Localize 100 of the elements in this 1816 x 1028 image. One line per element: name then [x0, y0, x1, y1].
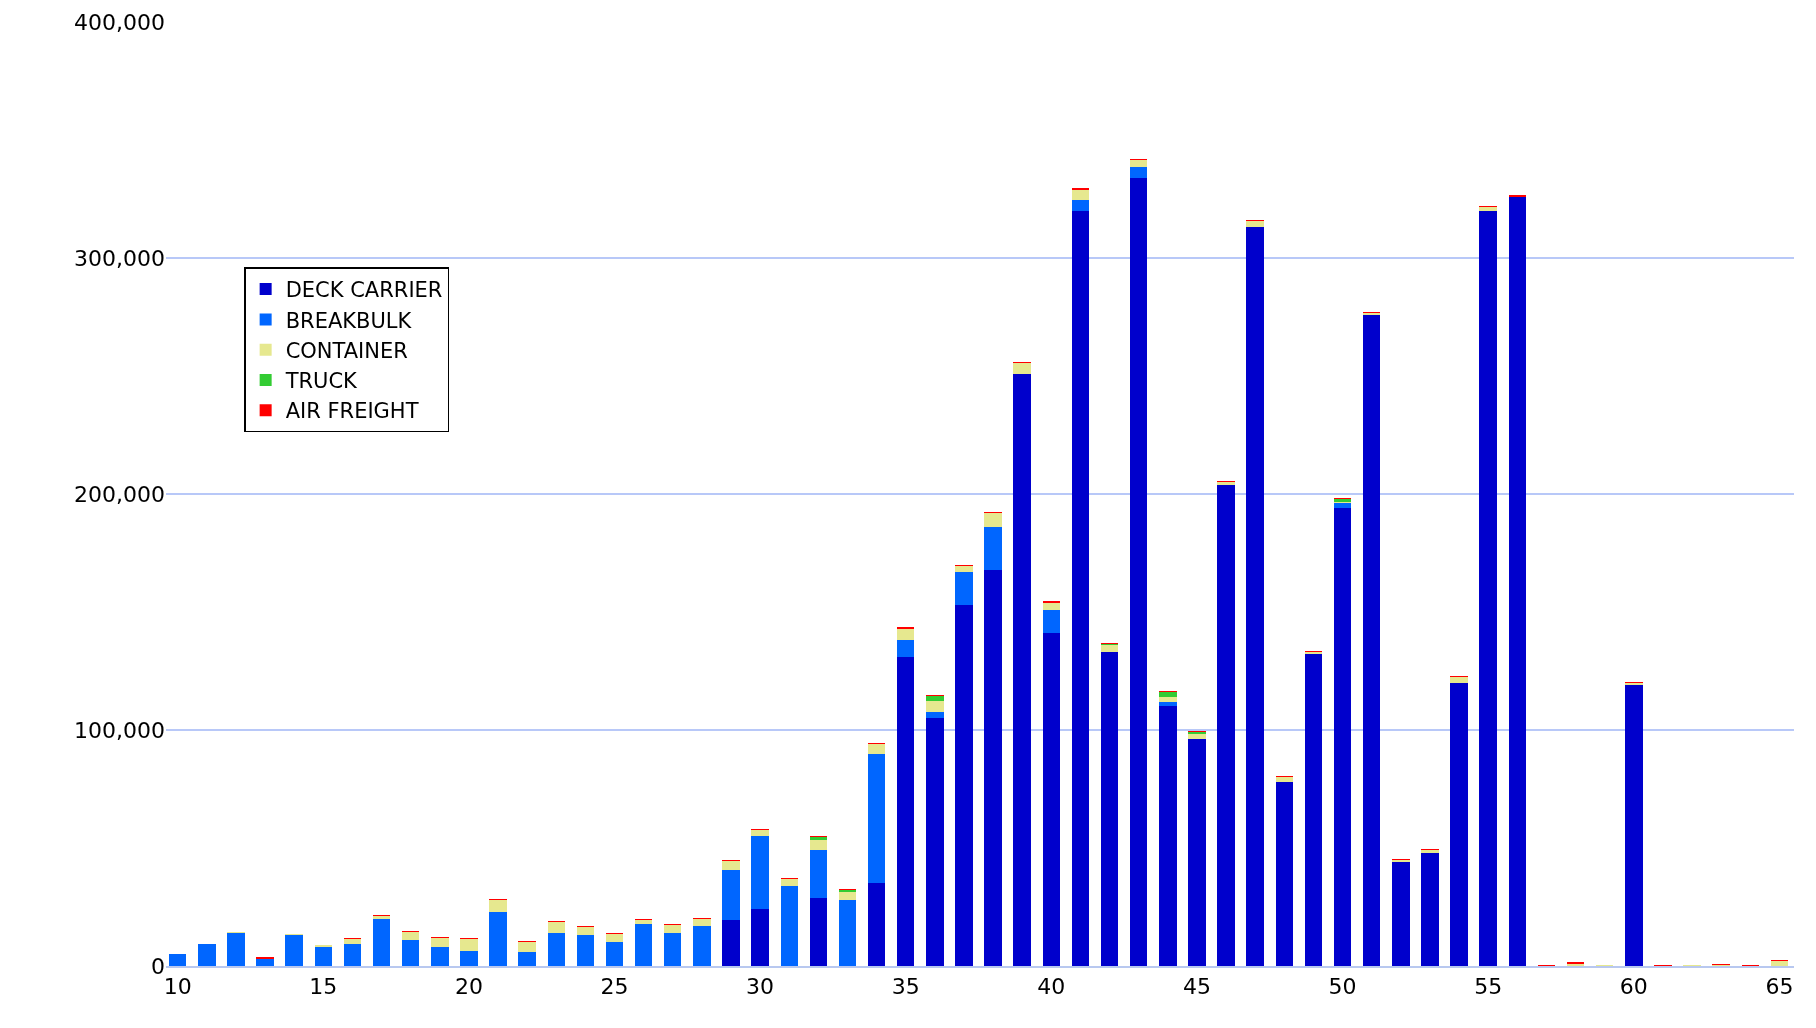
bar: [926, 718, 944, 966]
bar: [285, 935, 303, 966]
legend-label: DECK CARRIER: [285, 278, 443, 303]
bar: [1071, 189, 1090, 201]
bar: [693, 918, 711, 926]
bar: [1013, 373, 1031, 966]
y-tick-label: 300,000: [74, 245, 165, 271]
x-tick-label: 50: [1328, 974, 1357, 1000]
bar: [547, 922, 565, 933]
x-tick-label: 55: [1474, 974, 1503, 1000]
x-tick-label: 25: [600, 974, 629, 1000]
bar: [926, 695, 944, 701]
bar: [227, 932, 245, 966]
bar: [984, 512, 1002, 528]
bar: [809, 850, 828, 898]
bar: [431, 937, 449, 948]
bar: [867, 753, 886, 884]
bar: [955, 604, 973, 966]
bar: [897, 640, 915, 657]
bar: [1392, 862, 1410, 966]
bar: [867, 883, 886, 966]
bar: [1275, 781, 1294, 966]
x-tick-label: 30: [746, 974, 775, 1000]
bar: [576, 927, 595, 936]
bar: [1071, 210, 1090, 966]
bar: [1625, 685, 1643, 966]
bar: [926, 712, 944, 719]
bar: [343, 938, 362, 944]
x-tick-label: 65: [1765, 974, 1794, 1000]
bar: [780, 885, 798, 966]
bar: [1100, 652, 1119, 966]
bar: [401, 940, 420, 966]
bar: [198, 943, 216, 966]
x-tick-label: 45: [1182, 974, 1211, 1000]
bar: [1042, 633, 1061, 966]
bar: [634, 923, 653, 966]
bar: [605, 934, 624, 943]
bar: [664, 932, 682, 966]
bar: [780, 878, 798, 886]
bar: [838, 899, 857, 966]
bar: [431, 947, 449, 966]
y-tick-label: 0: [151, 953, 165, 979]
bar: [1333, 508, 1352, 966]
bar: [809, 839, 828, 851]
y-tick-label: 200,000: [74, 481, 165, 507]
bar: [314, 947, 332, 966]
bar: [1071, 200, 1090, 211]
bar: [984, 527, 1002, 570]
bar: [751, 836, 769, 910]
x-tick-label: 10: [163, 974, 192, 1000]
bar: [897, 656, 915, 966]
bar: [1042, 602, 1061, 610]
bar: [1129, 177, 1148, 966]
bar: [984, 569, 1002, 966]
bar: [1333, 503, 1352, 509]
bar: [1450, 682, 1468, 966]
x-tick-label: 20: [454, 974, 483, 1000]
bar: [838, 891, 857, 900]
bar: [401, 931, 420, 941]
bar: [722, 870, 740, 920]
bar: [867, 744, 886, 754]
bar: [605, 942, 624, 966]
bar: [1770, 961, 1789, 966]
bar: [1479, 210, 1497, 966]
bar: [1217, 484, 1235, 966]
bar: [1013, 363, 1031, 374]
bar: [1159, 696, 1177, 702]
bar: [1246, 227, 1264, 966]
bar: [1304, 654, 1323, 966]
bar: [343, 943, 362, 966]
x-tick-label: 40: [1037, 974, 1066, 1000]
bar: [1362, 314, 1381, 966]
bar: [547, 932, 565, 966]
bar: [926, 700, 944, 713]
bar: [751, 909, 769, 966]
bar: [955, 571, 973, 605]
bar: [722, 860, 740, 871]
x-tick-label: 35: [891, 974, 920, 1000]
bar: [168, 954, 187, 966]
legend-label: AIR FREIGHT: [285, 399, 419, 424]
bar: [256, 958, 274, 966]
bar: [1159, 706, 1177, 966]
bar: [372, 918, 391, 966]
bar: [1129, 167, 1148, 178]
bar: [751, 830, 769, 837]
bar: [489, 911, 507, 966]
legend-label: TRUCK: [284, 369, 359, 394]
bar: [1159, 692, 1177, 697]
bar: [722, 919, 740, 966]
bar: [460, 950, 478, 966]
bar: [518, 942, 536, 952]
bar: [489, 899, 507, 912]
bar: [1508, 196, 1527, 966]
bar: [955, 565, 973, 572]
x-tick-label: 15: [309, 974, 338, 1000]
bar: [1188, 739, 1206, 966]
bar: [809, 897, 828, 966]
legend-label: CONTAINER: [285, 338, 408, 363]
bar: [1450, 676, 1468, 683]
y-tick-label: 100,000: [74, 717, 165, 743]
